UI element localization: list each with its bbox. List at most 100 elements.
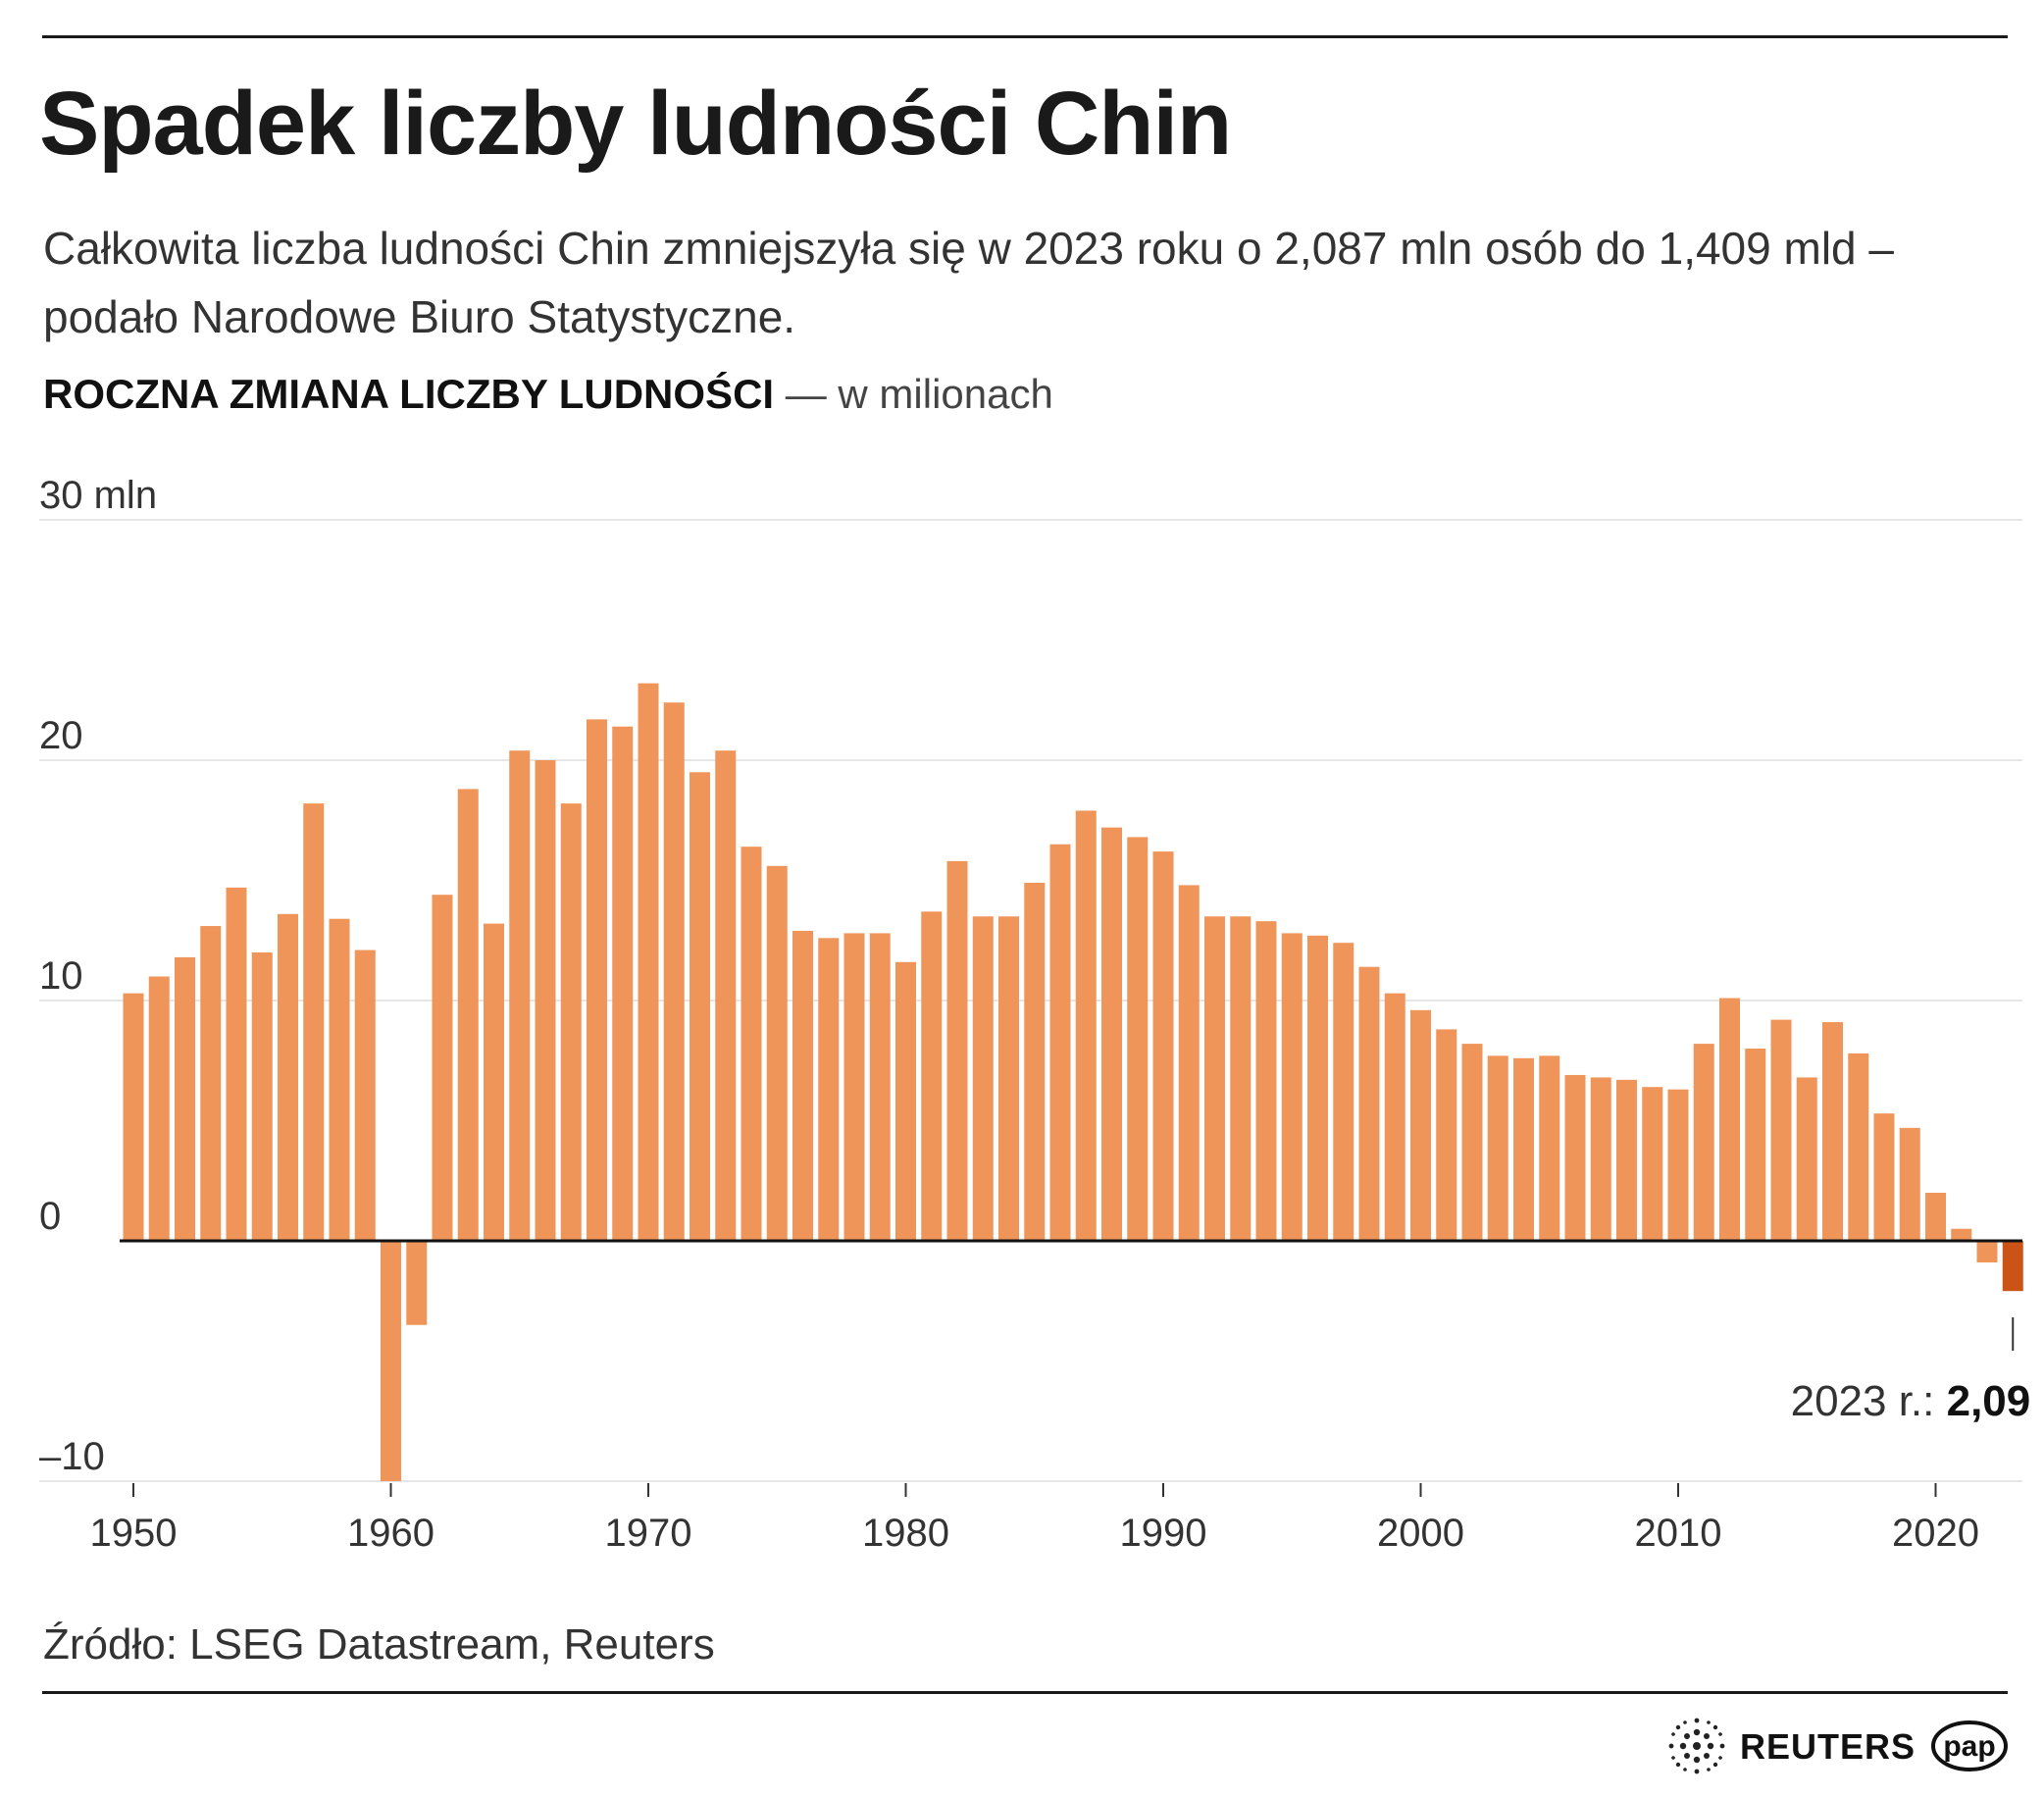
y-axis-ticks: 30 mln 20 10 0 –10 xyxy=(39,474,157,1478)
bar-1950 xyxy=(123,993,144,1241)
x-tick-label: 1950 xyxy=(90,1512,178,1555)
x-tick-label: 1960 xyxy=(347,1512,434,1555)
x-tick-label: 2000 xyxy=(1377,1512,1464,1555)
bar-2000 xyxy=(1410,1009,1431,1241)
x-tick-label: 1970 xyxy=(605,1512,692,1555)
bar-1963 xyxy=(457,789,479,1241)
bar-1959 xyxy=(354,950,376,1241)
annotation-label: 2023 r.: 2,09 xyxy=(1791,1377,2031,1425)
y-tick-label: 0 xyxy=(39,1195,61,1238)
y-tick-label: 10 xyxy=(39,954,83,998)
bar-2008 xyxy=(1616,1079,1637,1241)
bar-1990 xyxy=(1152,851,1174,1241)
bar-2006 xyxy=(1564,1074,1586,1241)
bar-1954 xyxy=(226,887,247,1241)
x-tick-label: 2020 xyxy=(1892,1512,1979,1555)
bar-1971 xyxy=(663,702,685,1241)
bar-1979 xyxy=(869,933,891,1241)
bar-2001 xyxy=(1436,1029,1457,1241)
chart-heading: ROCZNA ZMIANA LICZBY LUDNOŚCI — w milion… xyxy=(43,371,1053,418)
bar-1988 xyxy=(1101,827,1122,1241)
bar-1975 xyxy=(766,865,788,1241)
x-axis-ticks: 1950 1960 1970 1980 1990 2000 2010 2020 xyxy=(90,1483,1979,1555)
bar-1967 xyxy=(560,803,582,1241)
bar-1981 xyxy=(921,911,943,1241)
bar-1966 xyxy=(535,760,556,1241)
y-tick-label: –10 xyxy=(39,1435,105,1478)
bar-1983 xyxy=(972,916,994,1241)
logos: REUTERS pap xyxy=(1658,1715,2011,1777)
bar-2003 xyxy=(1487,1055,1508,1241)
bar-1995 xyxy=(1281,933,1303,1241)
bar-1987 xyxy=(1075,810,1097,1241)
bar-2022 xyxy=(1976,1241,1998,1263)
bar-2002 xyxy=(1461,1044,1483,1241)
bar-1955 xyxy=(251,952,273,1241)
bar-2011 xyxy=(1693,1044,1714,1241)
bar-2012 xyxy=(1719,998,1740,1241)
bar-2020 xyxy=(1925,1193,1946,1241)
bar-2014 xyxy=(1770,1019,1792,1241)
bar-1964 xyxy=(484,923,504,1241)
bar-1999 xyxy=(1384,993,1405,1241)
bar-1989 xyxy=(1127,837,1149,1241)
x-tick-label: 2010 xyxy=(1635,1512,1722,1555)
bar-2013 xyxy=(1745,1049,1766,1241)
bar-1952 xyxy=(175,956,195,1241)
bar-1958 xyxy=(329,918,350,1241)
pap-logo-text: pap xyxy=(1943,1730,1995,1763)
bar-1994 xyxy=(1255,921,1277,1241)
bars xyxy=(123,683,2023,1481)
bar-1962 xyxy=(432,895,453,1241)
bar-1984 xyxy=(998,916,1019,1241)
bar-1996 xyxy=(1307,935,1328,1241)
bar-1982 xyxy=(946,860,968,1241)
chart-heading-main: ROCZNA ZMIANA LICZBY LUDNOŚCI xyxy=(43,371,775,417)
bar-2018 xyxy=(1873,1113,1895,1241)
bar-1951 xyxy=(148,976,170,1241)
subtitle: Całkowita liczba ludności Chin zmniejszy… xyxy=(43,223,1894,342)
bottom-rule xyxy=(42,1691,2008,1694)
bar-2021 xyxy=(1951,1228,1972,1241)
bar-1972 xyxy=(690,772,710,1241)
source-note: Źródło: LSEG Datastream, Reuters xyxy=(43,1620,715,1669)
bar-1956 xyxy=(278,913,298,1241)
x-tick-label: 1980 xyxy=(862,1512,949,1555)
bar-2007 xyxy=(1590,1077,1611,1241)
bar-2015 xyxy=(1796,1077,1817,1241)
bar-1953 xyxy=(200,926,222,1241)
x-tick-label: 1990 xyxy=(1120,1512,1207,1555)
bar-1965 xyxy=(509,750,531,1241)
y-tick-label: 30 mln xyxy=(39,474,157,517)
chart-heading-unit: — w milionach xyxy=(774,371,1053,417)
bar-2009 xyxy=(1642,1087,1663,1241)
bar-1997 xyxy=(1333,943,1354,1241)
bar-1970 xyxy=(638,683,659,1241)
annotation-year-label: 2023 r.: xyxy=(1791,1377,1947,1425)
bar-1978 xyxy=(843,933,865,1241)
reuters-logo: REUTERS xyxy=(1740,1726,1916,1767)
bar-1960 xyxy=(381,1241,401,1481)
highlight-annotation: 2023 r.: 2,09 xyxy=(1791,1317,2031,1425)
top-rule xyxy=(42,35,2008,38)
bar-1977 xyxy=(818,938,840,1241)
bar-1961 xyxy=(406,1241,428,1325)
pap-logo: pap xyxy=(1931,1720,2008,1771)
bar-1973 xyxy=(715,750,737,1241)
bar-2023 xyxy=(2002,1241,2023,1292)
bar-1985 xyxy=(1024,882,1046,1241)
bar-1957 xyxy=(303,803,325,1241)
reuters-dots-icon xyxy=(1668,1718,1725,1774)
bar-2016 xyxy=(1822,1022,1843,1241)
bar-1993 xyxy=(1230,916,1252,1241)
bar-1969 xyxy=(612,726,634,1241)
bar-2019 xyxy=(1899,1127,1920,1241)
bar-2005 xyxy=(1539,1055,1560,1241)
bar-1986 xyxy=(1049,844,1071,1241)
bar-2010 xyxy=(1667,1089,1689,1241)
bar-1976 xyxy=(792,930,813,1241)
bar-1974 xyxy=(741,847,762,1241)
bar-1968 xyxy=(587,719,607,1241)
y-tick-label: 20 xyxy=(39,714,83,757)
